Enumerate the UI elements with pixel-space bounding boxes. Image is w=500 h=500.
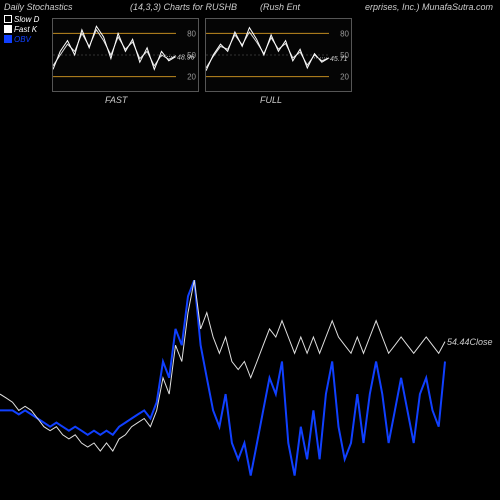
close-suffix: Close	[470, 337, 493, 347]
fast-chart: 20508048.96	[52, 18, 199, 92]
legend-item: Slow D	[4, 14, 39, 24]
svg-text:20: 20	[187, 73, 196, 82]
legend-label: Slow D	[14, 15, 39, 24]
legend-label: Fast K	[14, 25, 37, 34]
svg-text:80: 80	[340, 29, 349, 38]
legend-swatch	[4, 15, 12, 23]
header-center-right: (Rush Ent	[260, 2, 300, 12]
legend-swatch	[4, 35, 12, 43]
svg-text:48.96: 48.96	[177, 54, 195, 61]
legend: Slow DFast KOBV	[4, 14, 39, 44]
legend-item: Fast K	[4, 24, 39, 34]
full-chart: 20508045.71	[205, 18, 352, 92]
svg-text:80: 80	[187, 29, 196, 38]
chart-header: Daily Stochastics (14,3,3) Charts for RU…	[0, 2, 500, 16]
full-label: FULL	[260, 95, 282, 105]
svg-text:20: 20	[340, 73, 349, 82]
fast-label: FAST	[105, 95, 127, 105]
header-center-left: (14,3,3) Charts for RUSHB	[130, 2, 237, 12]
header-right: erprises, Inc.) MunafaSutra.com	[365, 2, 493, 12]
main-chart	[0, 280, 500, 500]
legend-item: OBV	[4, 34, 39, 44]
svg-text:45.71: 45.71	[330, 56, 348, 63]
header-left: Daily Stochastics	[4, 2, 73, 12]
close-value: 54.44	[447, 337, 470, 347]
legend-swatch	[4, 25, 12, 33]
legend-label: OBV	[14, 35, 31, 44]
close-label: 54.44Close	[447, 337, 493, 347]
